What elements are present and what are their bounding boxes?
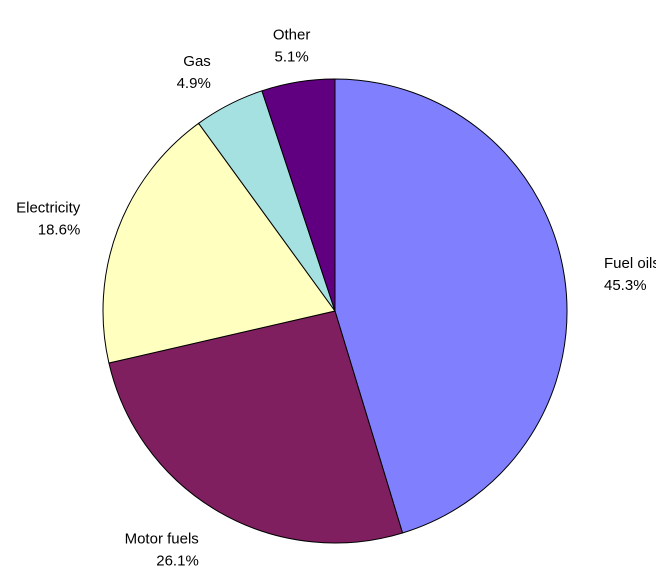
pie-slice-fuel-oils <box>334 78 568 534</box>
slice-label-value: 45.3% <box>604 277 647 294</box>
slice-label-gas: Gas 4.9% <box>177 53 211 92</box>
slice-label-name: Gas <box>183 53 211 70</box>
slice-label-value: 18.6% <box>38 222 81 239</box>
slice-label-motor-fuels: Motor fuels 26.1% <box>125 530 199 569</box>
slice-label-value: 4.9% <box>177 75 211 92</box>
slice-label-electricity: Electricity 18.6% <box>16 200 81 239</box>
slice-label-name: Other <box>273 27 311 44</box>
slice-label-other: Other 5.1% <box>273 27 311 66</box>
pie-slice-other <box>261 78 336 312</box>
pie-slice-motor-fuels <box>108 310 404 544</box>
slice-label-fuel-oils: Fuel oils 45.3% <box>604 255 656 294</box>
slice-label-value: 5.1% <box>274 49 308 66</box>
pie-slice-electricity <box>102 122 336 364</box>
slice-label-value: 26.1% <box>156 552 199 569</box>
slice-labels: Fuel oils 45.3% Motor fuels 26.1% Electricit… <box>16 27 656 570</box>
pie-slices <box>102 78 568 544</box>
slice-label-name: Motor fuels <box>125 530 199 547</box>
slice-label-name: Fuel oils <box>604 255 656 272</box>
slice-label-name: Electricity <box>16 200 81 217</box>
